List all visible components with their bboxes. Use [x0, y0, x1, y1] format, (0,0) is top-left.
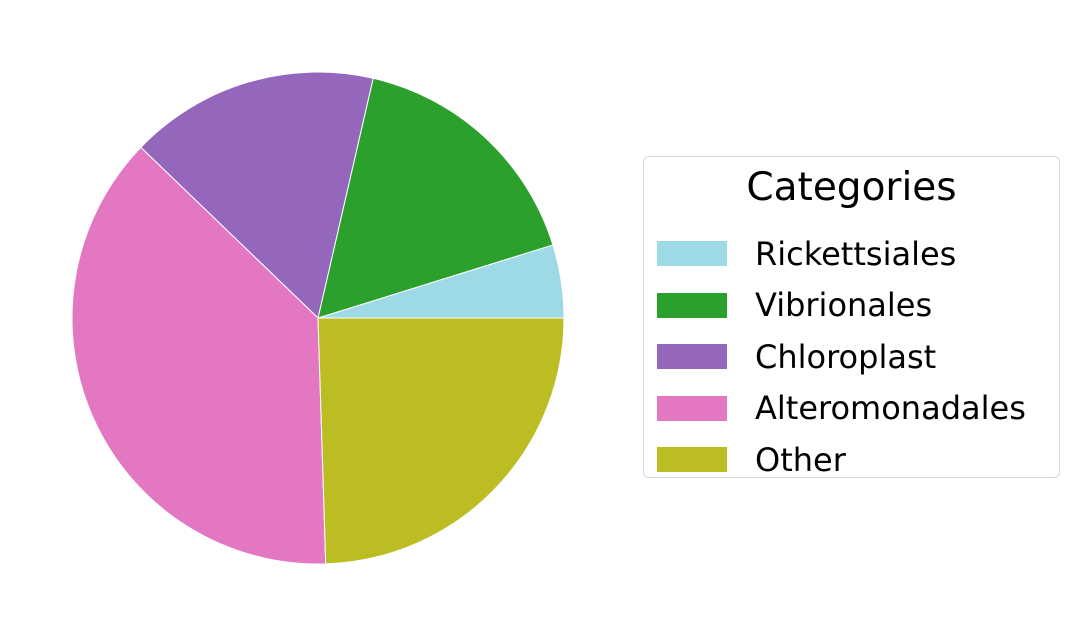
legend-label: Vibrionales — [755, 286, 933, 325]
pie-slice-other — [317, 317, 565, 565]
pie-slice-vibrionales — [317, 77, 554, 319]
legend-item: Vibrionales — [657, 280, 1026, 332]
legend-swatch — [657, 344, 727, 370]
legend-label: Rickettsiales — [755, 234, 957, 273]
legend-label: Chloroplast — [755, 337, 937, 376]
legend-item: Chloroplast — [657, 331, 1026, 383]
legend-item: Alteromonadales — [657, 383, 1026, 435]
legend-label: Other — [755, 440, 846, 479]
pie-slices — [71, 71, 565, 565]
legend-items: Rickettsiales Vibrionales Chloroplast Alter… — [657, 228, 1026, 486]
legend-item: Other — [657, 434, 1026, 486]
legend-swatch — [657, 241, 727, 267]
pie-slice-chloroplast — [140, 71, 374, 319]
legend-swatch — [657, 395, 727, 421]
legend-swatch — [657, 447, 727, 473]
legend-label: Alteromonadales — [755, 389, 1026, 428]
legend-item: Rickettsiales — [657, 228, 1026, 280]
legend: Categories Rickettsiales Vibrionales Chlor… — [643, 156, 1060, 478]
legend-swatch — [657, 292, 727, 318]
legend-title: Categories — [746, 165, 957, 210]
pie-slice-alteromonadales — [71, 146, 327, 565]
